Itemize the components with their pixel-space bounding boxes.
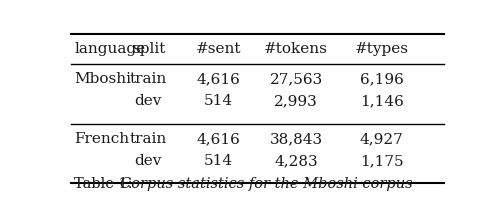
Text: 4,616: 4,616 [196, 133, 240, 146]
Text: #types: #types [354, 42, 408, 56]
Text: 514: 514 [203, 154, 232, 168]
Text: #tokens: #tokens [264, 42, 328, 56]
Text: 4,283: 4,283 [274, 154, 317, 168]
Text: #sent: #sent [195, 42, 240, 56]
Text: dev: dev [134, 94, 162, 108]
Text: Table 1:: Table 1: [74, 177, 137, 191]
Text: 6,196: 6,196 [359, 72, 403, 86]
Text: 514: 514 [203, 94, 232, 108]
Text: 27,563: 27,563 [269, 72, 322, 86]
Text: 4,927: 4,927 [359, 133, 403, 146]
Text: train: train [129, 72, 167, 86]
Text: 4,616: 4,616 [196, 72, 240, 86]
Text: 1,175: 1,175 [359, 154, 403, 168]
Text: train: train [129, 133, 167, 146]
Text: French: French [74, 133, 129, 146]
Text: 2,993: 2,993 [274, 94, 318, 108]
Text: Mboshi: Mboshi [74, 72, 131, 86]
Text: split: split [131, 42, 165, 56]
Text: Corpus statistics for the Mboshi corpus: Corpus statistics for the Mboshi corpus [120, 177, 412, 191]
Text: language: language [74, 42, 145, 56]
Text: dev: dev [134, 154, 162, 168]
Text: 38,843: 38,843 [269, 133, 322, 146]
Text: 1,146: 1,146 [359, 94, 403, 108]
